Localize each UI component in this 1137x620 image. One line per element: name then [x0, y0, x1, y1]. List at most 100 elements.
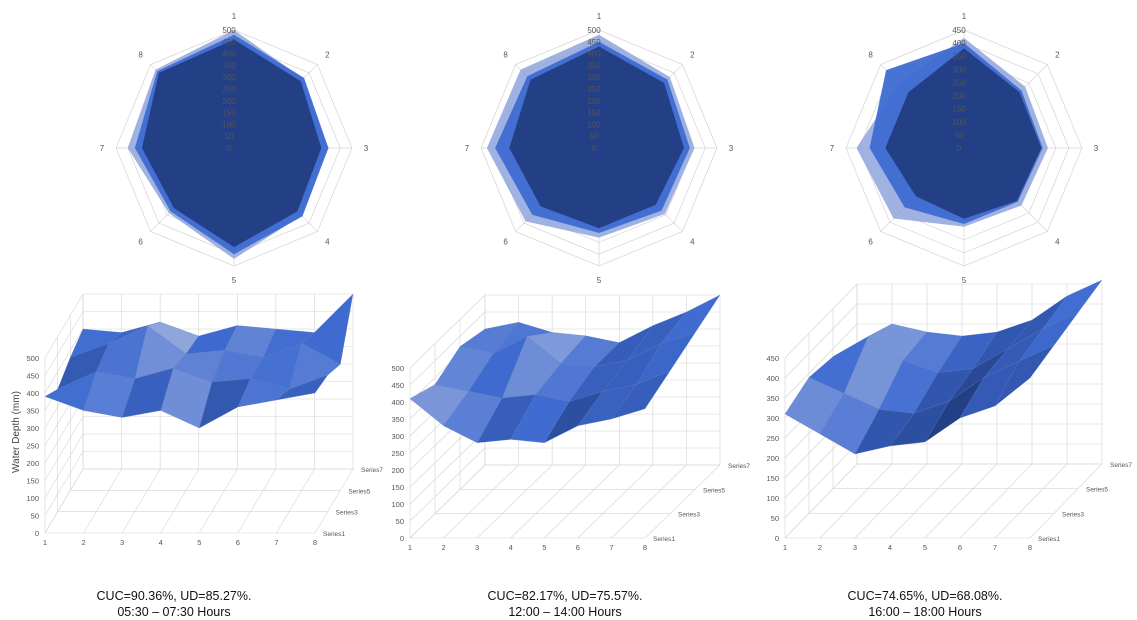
radar-tick-label: 100 — [587, 120, 601, 129]
y-tick-label: 250 — [391, 449, 404, 458]
x-tick-label: 6 — [236, 538, 240, 547]
y-tick-label: 400 — [26, 389, 39, 398]
radar-tick-label: 350 — [222, 61, 236, 70]
surface-gridline — [44, 328, 84, 394]
y-tick-label: 250 — [26, 442, 39, 451]
x-tick-label: 7 — [274, 538, 278, 547]
series-axis-label: Series3 — [1062, 511, 1084, 518]
y-tick-label: 100 — [391, 500, 404, 509]
radar-tick-label: 400 — [587, 50, 601, 59]
x-tick-label: 2 — [81, 538, 85, 547]
radar-series-area — [885, 48, 1042, 219]
radar-axis-label: 1 — [962, 12, 967, 21]
x-tick-label: 5 — [197, 538, 201, 547]
y-tick-label: 200 — [391, 466, 404, 475]
y-tick-label: 250 — [766, 434, 779, 443]
radar-axis-label: 7 — [465, 144, 470, 153]
radar-chart-evening: 1 2 3 4 5 6 7 8 450 400 350 300 250 200 150 100 50 0 — [830, 12, 1099, 285]
y-tick-label: 500 — [26, 354, 39, 363]
radar-tick-label: 200 — [952, 92, 966, 101]
x-tick-label: 6 — [576, 543, 580, 552]
series-axis-label: Series1 — [323, 531, 345, 538]
surface-chart-evening: 450 400 350 300 250 200 150 100 50 01 2 3 4 5 6 7 8 Serie… — [766, 279, 1132, 552]
radar-axis-label: 4 — [325, 237, 330, 246]
surface-gridline — [784, 323, 858, 399]
radar-tick-label: 450 — [222, 38, 236, 47]
radar-tick-label: 400 — [952, 39, 966, 48]
surface-gridline — [784, 283, 858, 359]
radar-tick-label: 250 — [952, 78, 966, 87]
caption-morning-time: 05:30 – 07:30 Hours — [117, 605, 231, 619]
radar-axis-label: 3 — [1094, 144, 1099, 153]
caption-noon-stats: CUC=82.17%, UD=75.57%. — [487, 589, 643, 603]
radar-axis-label: 6 — [503, 237, 508, 246]
radar-tick-label: 450 — [952, 26, 966, 35]
radar-tick-label: 0 — [957, 144, 962, 153]
series-axis-label: Series3 — [336, 510, 358, 517]
surface-gridline — [44, 311, 84, 376]
y-tick-label: 0 — [35, 529, 39, 538]
surface-gridline — [44, 468, 84, 534]
radar-axis-label: 2 — [690, 51, 695, 60]
y-tick-label: 300 — [26, 424, 39, 433]
surface-gridline — [924, 463, 998, 539]
caption-noon-time: 12:00 – 14:00 Hours — [508, 605, 622, 619]
radar-axis-label: 8 — [503, 51, 508, 60]
x-tick-label: 7 — [993, 543, 997, 552]
y-tick-label: 100 — [26, 494, 39, 503]
y-tick-label: 500 — [391, 364, 404, 373]
surface-gridline — [784, 463, 858, 539]
y-tick-label: 150 — [766, 474, 779, 483]
surface-gridline — [314, 468, 354, 534]
surface-gridline — [199, 468, 238, 534]
x-tick-label: 1 — [43, 538, 47, 547]
x-tick-label: 1 — [783, 543, 787, 552]
surface-gridline — [784, 443, 858, 519]
surface-gridline — [121, 468, 161, 534]
surface-gridline — [44, 293, 84, 359]
surface-gridline — [409, 294, 486, 369]
surface-gridline — [577, 464, 654, 539]
surface-gridline — [476, 464, 553, 539]
caption-morning-stats: CUC=90.36%, UD=85.27%. — [96, 589, 252, 603]
radar-axis-label: 5 — [962, 276, 967, 285]
series-axis-label: Series1 — [653, 536, 675, 543]
radar-axis-label: 6 — [868, 237, 873, 246]
series-axis-label: Series5 — [703, 487, 725, 494]
surface-gridline — [44, 416, 84, 481]
x-tick-label: 3 — [475, 543, 479, 552]
surface-patch — [1042, 279, 1103, 330]
x-tick-label: 7 — [609, 543, 613, 552]
surface-gridline — [83, 468, 122, 534]
radar-tick-label: 450 — [587, 38, 601, 47]
surface-gridline — [959, 463, 1033, 539]
surface-gridline — [1029, 463, 1103, 539]
radar-tick-label: 0 — [592, 144, 597, 153]
surface-patch — [275, 374, 329, 401]
surface-gridline — [644, 464, 721, 539]
y-tick-label: 400 — [391, 398, 404, 407]
surface-gridline — [611, 464, 687, 539]
y-axis-title: Water Depth (mm) — [11, 391, 22, 473]
surface-gridline — [409, 311, 486, 386]
radar-tick-label: 300 — [222, 73, 236, 82]
y-tick-label: 150 — [26, 477, 39, 486]
surface-gridline — [276, 468, 315, 534]
series-axis-label: Series5 — [1086, 487, 1108, 494]
x-tick-label: 5 — [923, 543, 927, 552]
series-axis-label: Series7 — [728, 463, 750, 470]
y-tick-label: 50 — [771, 514, 779, 523]
x-tick-label: 3 — [853, 543, 857, 552]
surface-gridline — [409, 447, 486, 522]
y-tick-label: 450 — [391, 381, 404, 390]
x-tick-label: 2 — [818, 543, 822, 552]
surface-gridline — [510, 464, 586, 539]
radar-axis-label: 8 — [868, 51, 873, 60]
y-tick-label: 450 — [766, 354, 779, 363]
surface-gridline — [409, 430, 486, 505]
radar-axis-label: 6 — [138, 237, 143, 246]
